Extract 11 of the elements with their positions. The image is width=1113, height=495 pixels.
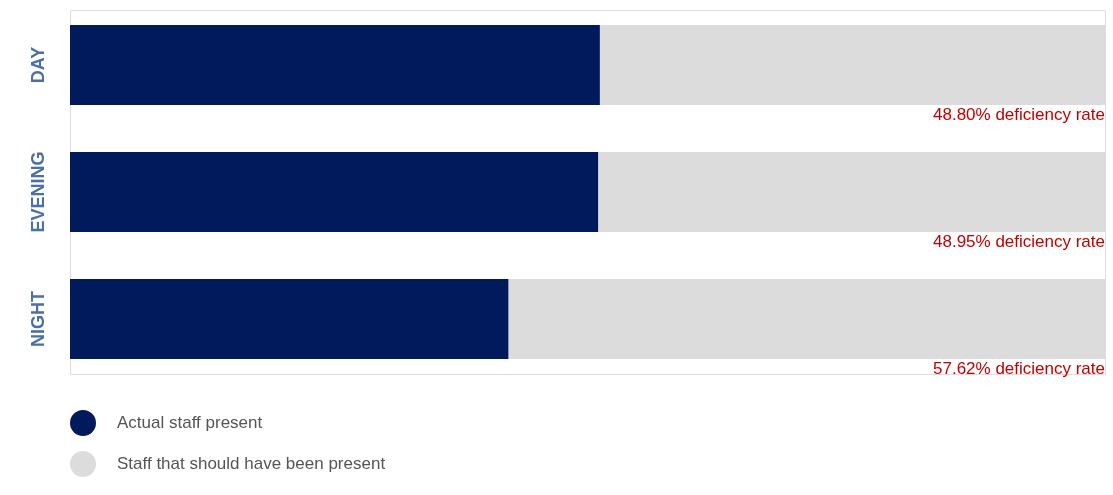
y-tick-label: NIGHT — [27, 291, 48, 348]
data-label: 57.62% deficiency rate — [933, 359, 1105, 379]
y-tick-label: EVENING — [27, 151, 48, 233]
legend-label: Actual staff present — [117, 413, 263, 432]
bar — [70, 152, 599, 232]
data-label: 48.95% deficiency rate — [933, 232, 1105, 251]
bar — [70, 24, 600, 105]
y-tick-label: DAY — [27, 46, 48, 84]
bar — [70, 279, 509, 360]
legend-label: Staff that should have been present — [117, 454, 386, 473]
data-label: 48.80% deficiency rate — [933, 104, 1105, 124]
